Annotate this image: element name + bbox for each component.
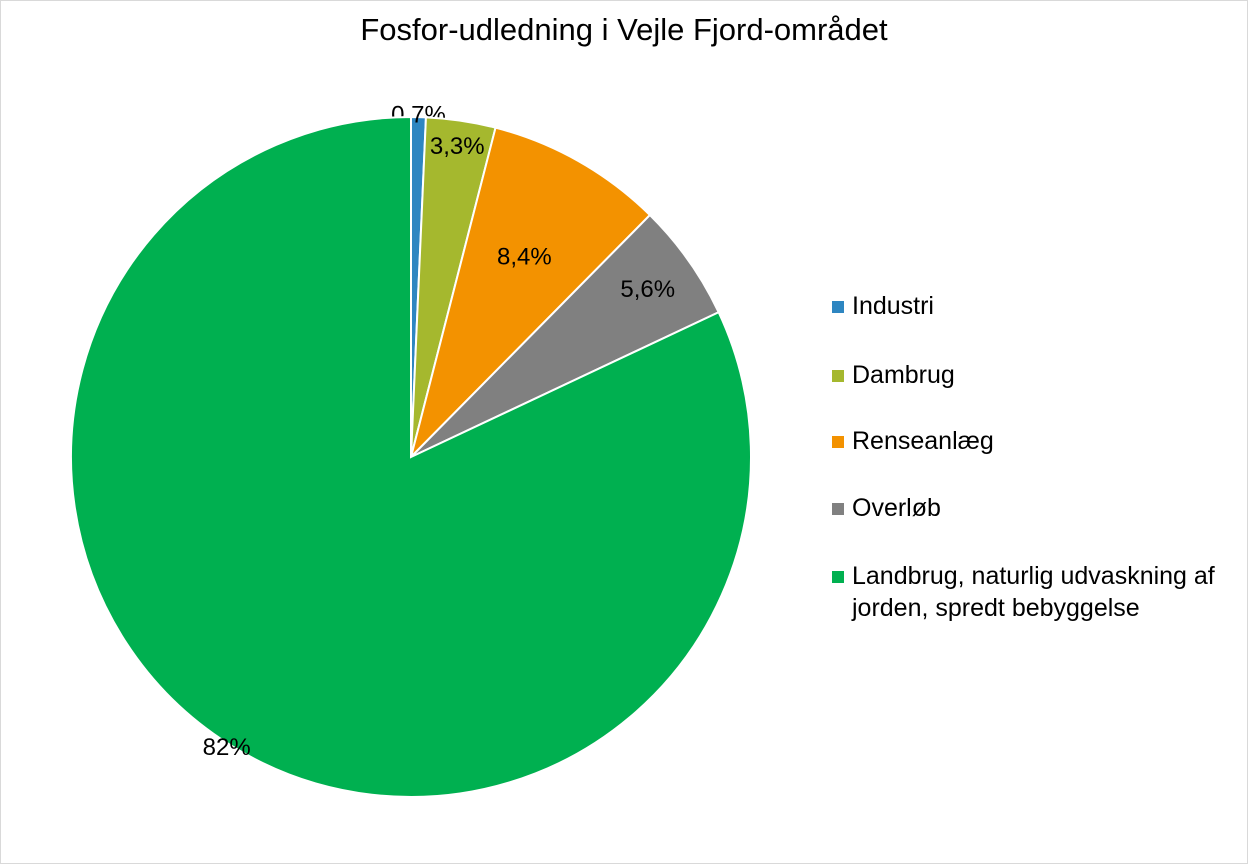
legend-swatch-industri [832, 301, 844, 313]
legend-swatch-renseanlaeg [832, 436, 844, 448]
legend-label-renseanlaeg: Renseanlæg [852, 427, 994, 455]
legend-swatch-overloeb [832, 503, 844, 515]
legend-label-landbrug: Landbrug, naturlig udvaskning af jorden,… [852, 562, 1215, 622]
data-label-landbrug: 82% [203, 734, 251, 761]
data-label-dambrug: 3,3% [430, 133, 485, 160]
legend-label-dambrug: Dambrug [852, 361, 955, 389]
legend-label-overloeb: Overløb [852, 494, 941, 522]
chart-title: Fosfor-udledning i Vejle Fjord-området [360, 12, 888, 47]
legend-label-industri: Industri [852, 292, 934, 320]
legend-swatch-landbrug [832, 571, 844, 583]
data-label-overloeb: 5,6% [620, 276, 675, 303]
data-label-renseanlaeg: 8,4% [497, 243, 552, 270]
pie-slice-landbrug [70, 115, 752, 798]
pie-slice-renseanlaeg [409, 126, 652, 461]
legend-swatch-dambrug [832, 370, 844, 382]
